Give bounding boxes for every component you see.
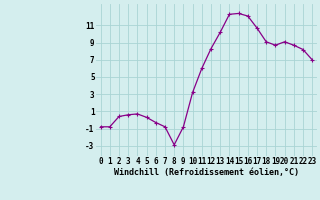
X-axis label: Windchill (Refroidissement éolien,°C): Windchill (Refroidissement éolien,°C) [114,168,299,177]
